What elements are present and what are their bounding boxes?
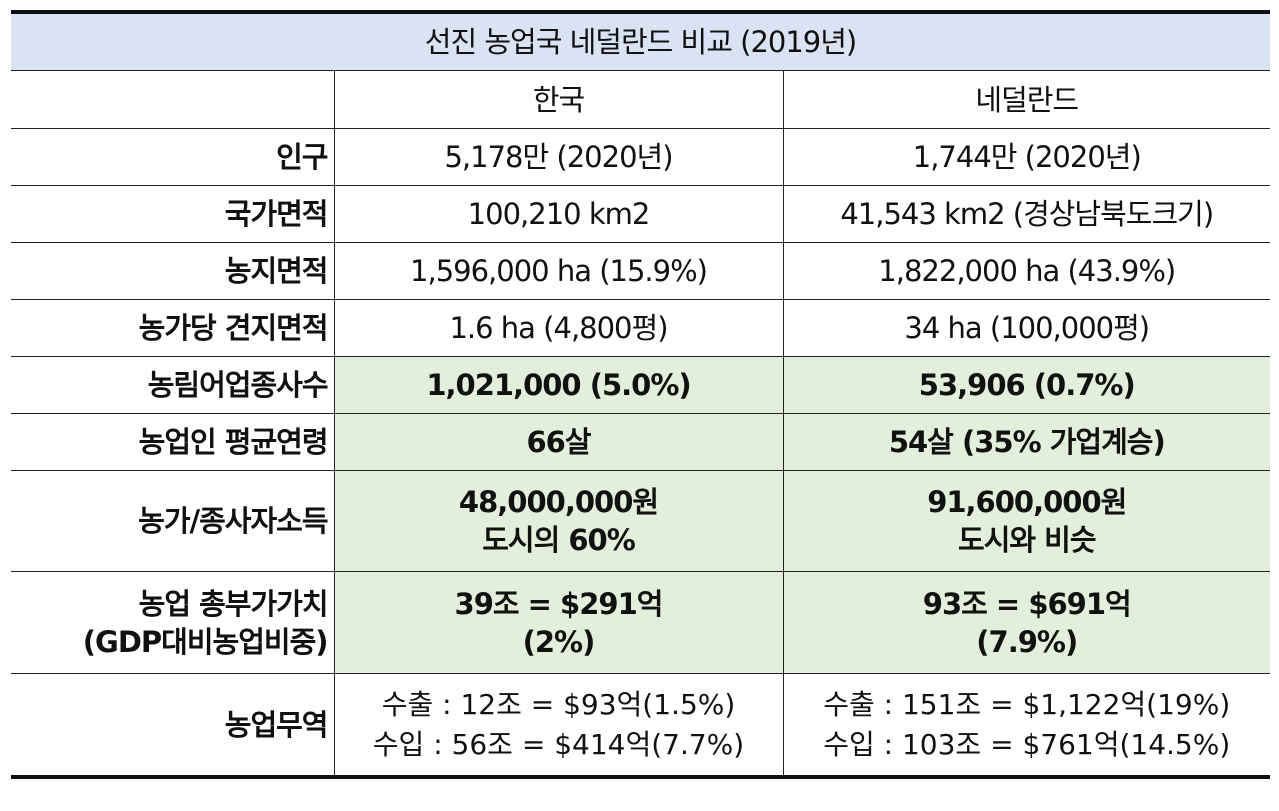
- table-title: 선진 농업국 네덜란드 비교 (2019년): [11, 11, 1271, 71]
- header-row: 한국 네덜란드: [11, 70, 1271, 129]
- netherlands-population: 1,744만 (2020년): [782, 128, 1271, 186]
- table-row: 인구 5,178만 (2020년) 1,744만 (2020년): [11, 128, 1271, 186]
- row-label-gva-line-2: (GDP대비농업비중): [82, 624, 329, 659]
- row-label-workers: 농림어업종사수: [11, 356, 335, 414]
- row-label-gva: 농업 총부가가치 (GDP대비농업비중): [11, 571, 335, 674]
- row-label-farmland: 농지면적: [11, 242, 335, 300]
- korea-population: 5,178만 (2020년): [333, 128, 784, 186]
- table-row: 국가면적 100,210 km2 41,543 km2 (경상남북도크기): [11, 185, 1271, 243]
- table-row: 농업인 평균연령 66살 54살 (35% 가업계승): [11, 413, 1271, 471]
- row-label-gva-line-1: 농업 총부가가치: [138, 586, 329, 621]
- title-row: 선진 농업국 네덜란드 비교 (2019년): [11, 11, 1271, 71]
- netherlands-workers: 53,906 (0.7%): [782, 356, 1271, 414]
- korea-gva-line-2: (2%): [522, 624, 596, 659]
- netherlands-farmland: 1,822,000 ha (43.9%): [782, 242, 1271, 300]
- netherlands-income-line-1: 91,600,000원: [927, 485, 1127, 519]
- korea-farm-size: 1.6 ha (4,800평): [333, 299, 784, 357]
- header-netherlands: 네덜란드: [782, 70, 1271, 129]
- netherlands-income-line-2: 도시와 비슷: [958, 523, 1096, 557]
- row-label-area: 국가면적: [11, 185, 335, 243]
- table-row: 농림어업종사수 1,021,000 (5.0%) 53,906 (0.7%): [11, 356, 1271, 414]
- header-korea: 한국: [333, 70, 784, 129]
- netherlands-export: 수출 : 151조 = $1,122억(19%): [823, 687, 1231, 721]
- netherlands-gva-line-1: 93조 = $691억: [922, 586, 1132, 621]
- row-label-age: 농업인 평균연령: [11, 413, 335, 471]
- netherlands-area: 41,543 km2 (경상남북도크기): [782, 185, 1271, 243]
- korea-age: 66살: [333, 413, 784, 471]
- korea-area: 100,210 km2: [333, 185, 784, 243]
- comparison-table: 선진 농업국 네덜란드 비교 (2019년) 한국 네덜란드 인구 5,178만…: [11, 10, 1271, 779]
- table-row: 농가/종사자소득 48,000,000원 도시의 60% 91,600,000원…: [11, 470, 1271, 572]
- korea-gva-line-1: 39조 = $291억: [454, 586, 664, 621]
- header-empty: [11, 70, 335, 129]
- netherlands-gva-line-2: (7.9%): [976, 624, 1078, 659]
- table-row: 농업무역 수출 : 12조 = $93억(1.5%) 수입 : 56조 = $4…: [11, 673, 1271, 778]
- row-label-trade: 농업무역: [11, 673, 335, 778]
- korea-workers: 1,021,000 (5.0%): [333, 356, 784, 414]
- korea-income: 48,000,000원 도시의 60%: [333, 470, 784, 572]
- row-label-farm-size: 농가당 견지면적: [11, 299, 335, 357]
- korea-import: 수입 : 56조 = $414억(7.7%): [372, 727, 745, 761]
- netherlands-trade: 수출 : 151조 = $1,122억(19%) 수입 : 103조 = $76…: [782, 673, 1271, 778]
- table-row: 농업 총부가가치 (GDP대비농업비중) 39조 = $291억 (2%) 93…: [11, 571, 1271, 674]
- row-label-population: 인구: [11, 128, 335, 186]
- netherlands-income: 91,600,000원 도시와 비슷: [782, 470, 1271, 572]
- korea-income-line-1: 48,000,000원: [458, 485, 659, 519]
- korea-gva: 39조 = $291억 (2%): [333, 571, 784, 674]
- netherlands-age: 54살 (35% 가업계승): [782, 413, 1271, 471]
- netherlands-farm-size: 34 ha (100,000평): [782, 299, 1271, 357]
- netherlands-gva: 93조 = $691억 (7.9%): [782, 571, 1271, 674]
- korea-farmland: 1,596,000 ha (15.9%): [333, 242, 784, 300]
- netherlands-import: 수입 : 103조 = $761억(14.5%): [823, 727, 1231, 761]
- comparison-table-wrapper: 선진 농업국 네덜란드 비교 (2019년) 한국 네덜란드 인구 5,178만…: [11, 10, 1271, 779]
- korea-income-line-2: 도시의 60%: [482, 523, 636, 557]
- korea-trade: 수출 : 12조 = $93억(1.5%) 수입 : 56조 = $414억(7…: [333, 673, 784, 778]
- table-row: 농지면적 1,596,000 ha (15.9%) 1,822,000 ha (…: [11, 242, 1271, 300]
- row-label-income: 농가/종사자소득: [11, 470, 335, 572]
- table-row: 농가당 견지면적 1.6 ha (4,800평) 34 ha (100,000평…: [11, 299, 1271, 357]
- korea-export: 수출 : 12조 = $93억(1.5%): [381, 687, 736, 721]
